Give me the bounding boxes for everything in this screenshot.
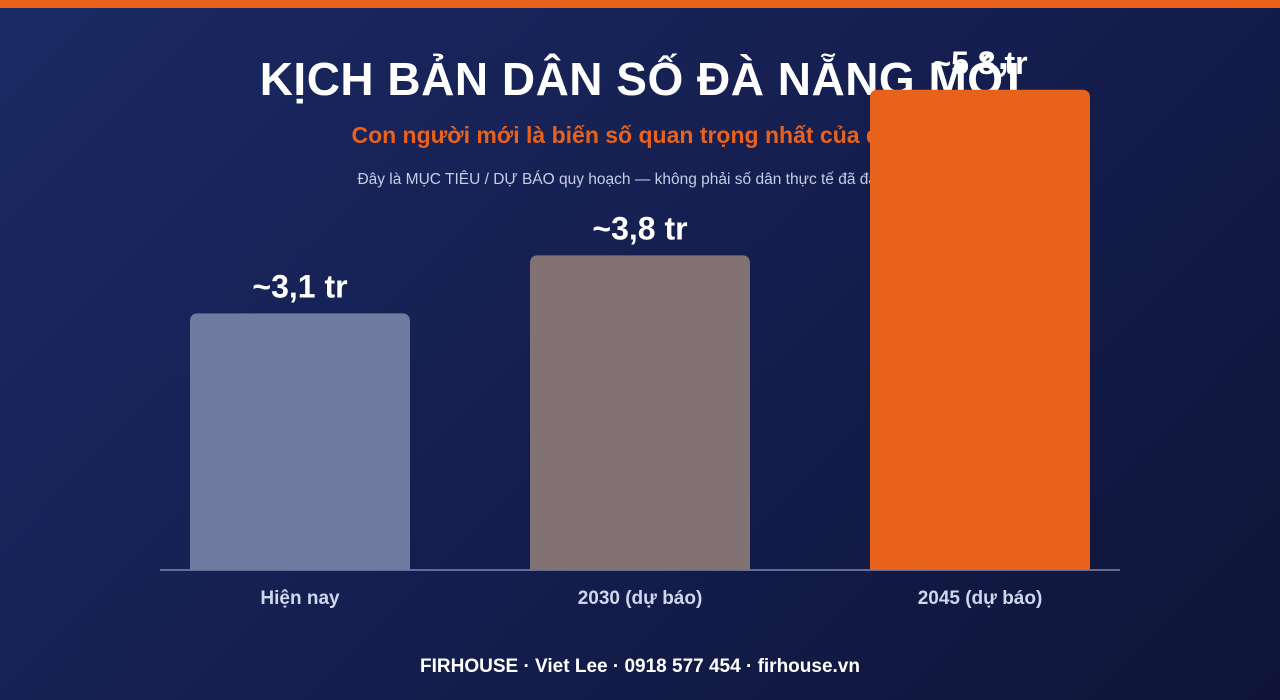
page-title: KỊCH BẢN DÂN SỐ ĐÀ NẴNG MỚI: [259, 53, 1021, 105]
footer-credits: FIRHOUSE · Viet Lee · 0918 577 454 · fir…: [420, 656, 860, 677]
category-label-2045: 2045 (dự báo): [918, 588, 1043, 609]
bar-hien-nay: [190, 313, 410, 570]
bar-2030: [530, 255, 750, 571]
value-label-2030: ~3,8 tr: [592, 210, 687, 246]
bar-2045: [870, 89, 1090, 570]
value-label-hien-nay: ~3,1 tr: [252, 268, 347, 304]
category-label-2030: 2030 (dự báo): [578, 588, 703, 609]
page-subtitle: Con người mới là biến số quan trọng nhất…: [351, 122, 929, 148]
top-accent-bar: [0, 0, 1280, 8]
disclaimer-note: Đây là MỤC TIÊU / DỰ BÁO quy hoạch — khô…: [357, 171, 923, 188]
category-label-hien-nay: Hiện nay: [260, 588, 340, 609]
